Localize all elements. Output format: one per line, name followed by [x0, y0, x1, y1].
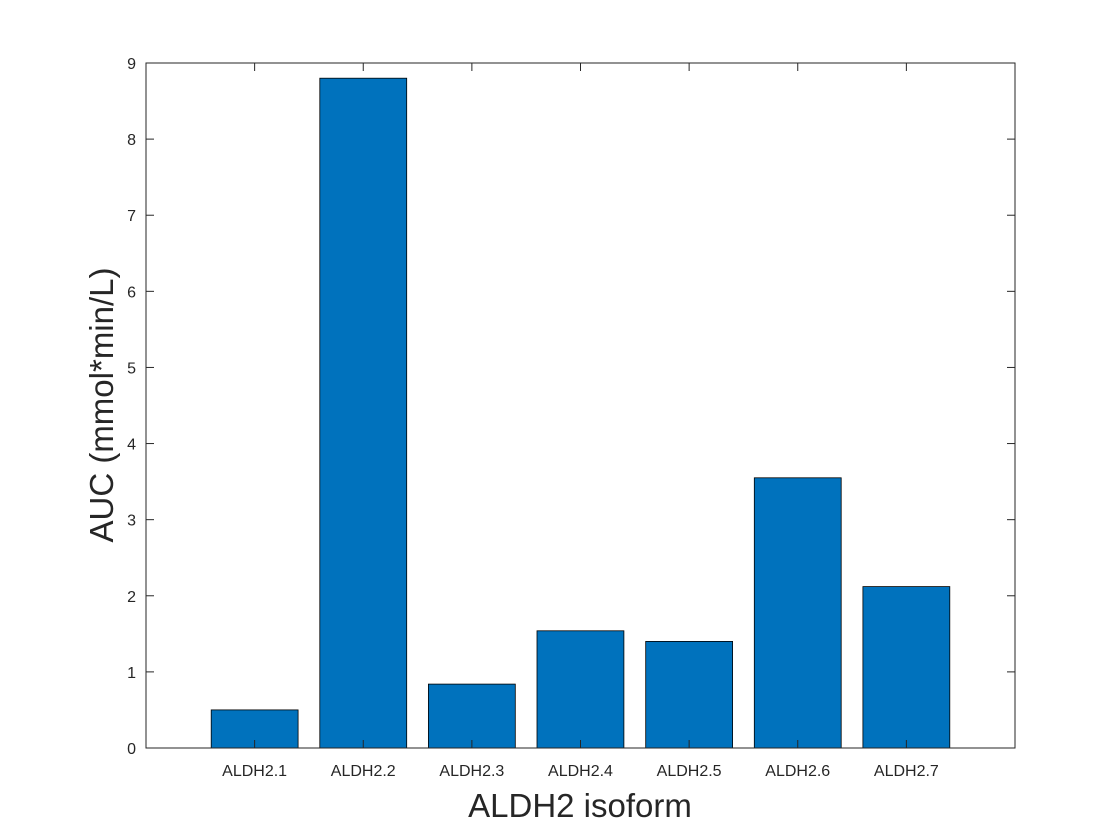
- y-tick-label: 7: [127, 208, 136, 225]
- x-tick-label: ALDH2.5: [657, 763, 722, 780]
- x-tick-label: ALDH2.1: [222, 763, 287, 780]
- y-tick-label: 2: [127, 589, 136, 606]
- x-tick-label: ALDH2.7: [874, 763, 939, 780]
- y-tick-label: 8: [127, 132, 136, 149]
- bar-aldh2-5: [645, 641, 734, 749]
- x-tick-label: ALDH2.6: [765, 763, 830, 780]
- y-tick-label: 4: [127, 437, 136, 454]
- bar-aldh2-6: [753, 477, 842, 749]
- bars-group: [210, 77, 951, 749]
- y-axis-label: AUC (mmol*min/L): [83, 267, 120, 542]
- y-tick-label: 6: [127, 284, 136, 301]
- x-tick-label: ALDH2.3: [439, 763, 504, 780]
- bar-aldh2-2: [319, 77, 408, 749]
- y-tick-label: 9: [127, 56, 136, 73]
- x-tick-label: ALDH2.2: [331, 763, 396, 780]
- y-axis: 0 1 2 3 4 5 6 7 8 9: [127, 56, 1015, 758]
- bar-aldh2-7: [862, 586, 951, 749]
- y-tick-label: 1: [127, 665, 136, 682]
- y-tick-label: 5: [127, 360, 136, 377]
- x-tick-label: ALDH2.4: [548, 763, 613, 780]
- bar-aldh2-4: [536, 630, 625, 749]
- y-tick-label: 3: [127, 513, 136, 530]
- bar-aldh2-3: [427, 683, 516, 749]
- y-tick-label: 0: [127, 741, 136, 758]
- x-axis: ALDH2.1 ALDH2.2 ALDH2.3 ALDH2.4 ALDH2.5 ALDH2…: [222, 63, 939, 780]
- x-axis-label: ALDH2 isoform: [468, 787, 692, 824]
